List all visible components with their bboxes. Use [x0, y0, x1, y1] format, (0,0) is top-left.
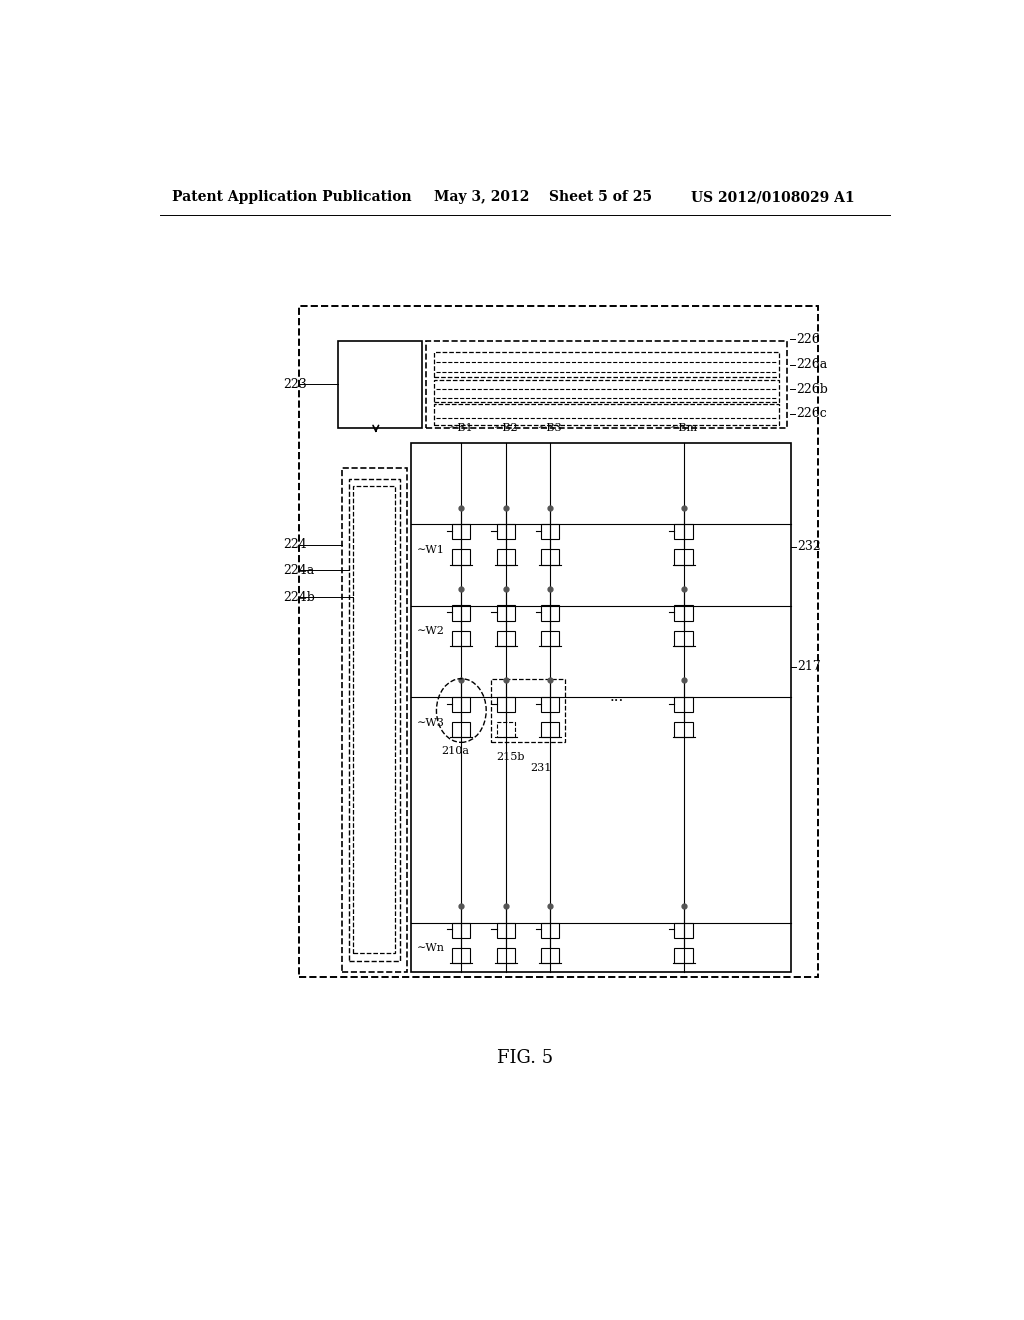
- Bar: [675, 948, 692, 964]
- Bar: [497, 722, 515, 738]
- Text: Patent Application Publication: Patent Application Publication: [172, 190, 412, 205]
- Text: May 3, 2012: May 3, 2012: [433, 190, 529, 205]
- Text: ∼W3: ∼W3: [417, 718, 445, 727]
- Bar: [299, 306, 818, 977]
- Bar: [338, 342, 422, 428]
- Bar: [492, 678, 564, 742]
- Text: 217: 217: [797, 660, 821, 673]
- Bar: [348, 479, 400, 961]
- Text: 224b: 224b: [283, 591, 314, 605]
- Bar: [541, 722, 559, 738]
- Bar: [433, 351, 779, 378]
- Text: 210a: 210a: [441, 746, 469, 756]
- Bar: [411, 444, 792, 972]
- Bar: [541, 697, 559, 713]
- Bar: [497, 697, 515, 713]
- Bar: [675, 606, 692, 620]
- Bar: [433, 380, 779, 403]
- Text: FIG. 5: FIG. 5: [497, 1049, 553, 1067]
- Text: ∼W2: ∼W2: [417, 626, 445, 636]
- Bar: [541, 948, 559, 964]
- Bar: [453, 631, 470, 645]
- Text: 231: 231: [530, 763, 552, 772]
- Bar: [541, 631, 559, 645]
- Text: ∼Wn: ∼Wn: [417, 944, 445, 953]
- Bar: [497, 524, 515, 540]
- Bar: [675, 923, 692, 937]
- Bar: [675, 524, 692, 540]
- Bar: [453, 948, 470, 964]
- Bar: [453, 923, 470, 937]
- Bar: [541, 549, 559, 565]
- Bar: [675, 722, 692, 738]
- Text: 226c: 226c: [797, 407, 827, 420]
- Bar: [433, 404, 779, 425]
- Bar: [453, 549, 470, 565]
- Bar: [497, 549, 515, 565]
- Bar: [675, 697, 692, 713]
- Text: 224a: 224a: [283, 564, 314, 577]
- Bar: [497, 948, 515, 964]
- Bar: [453, 606, 470, 620]
- Bar: [541, 606, 559, 620]
- Bar: [353, 486, 394, 953]
- Bar: [453, 697, 470, 713]
- Text: 232: 232: [797, 540, 821, 553]
- Text: Sheet 5 of 25: Sheet 5 of 25: [549, 190, 651, 205]
- Text: 226a: 226a: [797, 358, 827, 371]
- Text: ∼B2: ∼B2: [494, 422, 518, 433]
- Text: ∼W1: ∼W1: [417, 545, 445, 554]
- Text: ∼Bm: ∼Bm: [670, 422, 697, 433]
- Text: ∼B3: ∼B3: [538, 422, 562, 433]
- Bar: [453, 524, 470, 540]
- Text: ...: ...: [609, 690, 624, 704]
- Bar: [342, 469, 408, 972]
- Text: ∼B1: ∼B1: [449, 422, 474, 433]
- Bar: [675, 549, 692, 565]
- Text: US 2012/0108029 A1: US 2012/0108029 A1: [691, 190, 855, 205]
- Text: 215b: 215b: [497, 752, 524, 763]
- Text: 226b: 226b: [797, 383, 828, 396]
- Bar: [541, 524, 559, 540]
- Text: 224: 224: [283, 539, 306, 552]
- Bar: [426, 342, 786, 428]
- Bar: [453, 722, 470, 738]
- Bar: [497, 923, 515, 937]
- Bar: [541, 923, 559, 937]
- Text: 226: 226: [797, 333, 820, 346]
- Text: 223: 223: [283, 378, 306, 391]
- Bar: [497, 606, 515, 620]
- Bar: [497, 631, 515, 645]
- Bar: [675, 631, 692, 645]
